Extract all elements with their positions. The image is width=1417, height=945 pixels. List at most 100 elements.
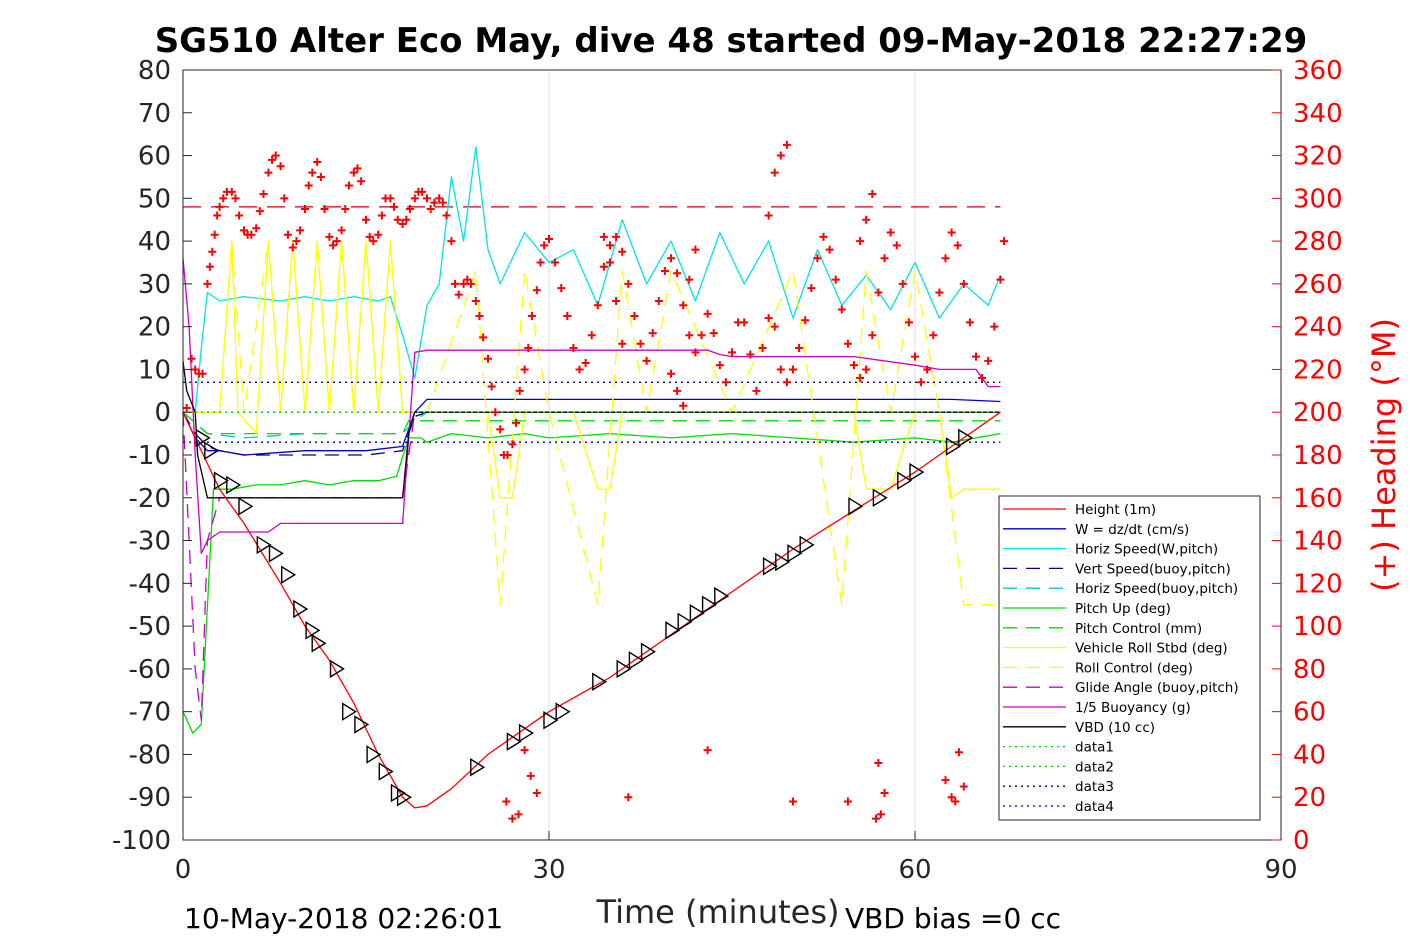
heading-markers: [182, 140, 1009, 823]
y-left-tick-label-13: -50: [129, 612, 171, 642]
vbd-triangle-11: [329, 659, 345, 679]
heading-point-45: [357, 177, 366, 186]
vbd-triangle-22: [555, 702, 571, 721]
y-right-tick-label-4: 280: [1293, 227, 1343, 257]
heading-point-87: [527, 311, 536, 320]
heading-point-95: [569, 344, 578, 353]
heading-point-39: [332, 237, 341, 246]
y-right-tick-label-16: 40: [1293, 740, 1326, 770]
heading-point-21: [259, 190, 268, 199]
vbd-triangle-26: [640, 642, 656, 662]
heading-point-83: [512, 418, 521, 427]
heading-point-25: [276, 162, 285, 171]
vbd-triangle-19: [506, 732, 522, 751]
heading-point-8: [210, 230, 219, 239]
heading-point-86: [524, 344, 533, 353]
heading-point-114: [685, 331, 694, 340]
vbd-triangle-32: [762, 556, 778, 576]
heading-point-107: [642, 356, 651, 365]
x-tick-label-3: 90: [1264, 855, 1297, 885]
heading-point-10: [215, 202, 224, 211]
vbd-triangle-1: [204, 441, 220, 460]
vbd-triangle-18: [470, 758, 486, 777]
legend-label-0: Height (1m): [1075, 502, 1156, 518]
heading-point-108: [648, 329, 657, 338]
heading-point-118: [709, 329, 718, 338]
series-layer: [182, 146, 1002, 809]
heading-point-166: [1000, 237, 1009, 246]
heading-point-105: [630, 311, 639, 320]
heading-point-197: [789, 797, 797, 806]
heading-point-81: [503, 451, 512, 459]
heading-point-185: [947, 793, 956, 802]
heading-point-102: [612, 232, 621, 241]
heading-point-198: [871, 814, 880, 823]
heading-point-75: [479, 333, 488, 342]
heading-point-62: [426, 205, 435, 214]
x-axis-ticks: 0 30 60 90: [175, 831, 1298, 885]
heading-point-116: [697, 331, 706, 340]
vbd-triangle-14: [366, 745, 382, 764]
heading-point-138: [831, 275, 840, 284]
heading-point-60: [418, 187, 427, 196]
heading-point-199: [876, 810, 885, 819]
vbd-triangle-9: [305, 621, 321, 640]
y-left-tick-label-8: 0: [154, 398, 171, 428]
heading-point-99: [593, 301, 602, 310]
heading-point-69: [454, 290, 463, 299]
vbd-triangle-4: [238, 497, 254, 516]
heading-point-134: [807, 284, 816, 293]
heading-point-159: [959, 279, 968, 288]
legend-label-4: Horiz Speed(buoy,pitch): [1075, 581, 1238, 597]
heading-point-175: [691, 245, 700, 254]
y-left-tick-label-1: 70: [138, 99, 171, 129]
vbd-triangle-24: [616, 659, 632, 679]
heading-point-65: [438, 198, 447, 207]
heading-point-169: [612, 297, 621, 305]
y-left-tick-label-5: 30: [138, 270, 171, 300]
heading-point-136: [819, 232, 828, 241]
y-left-tick-label-15: -70: [129, 698, 171, 728]
heading-point-141: [850, 361, 858, 370]
heading-point-63: [430, 198, 439, 207]
heading-point-188: [959, 782, 968, 791]
right-axis-ticks: 3603403203002802602402202001801601401201…: [1272, 56, 1343, 856]
heading-point-85: [520, 365, 529, 374]
series-line-10: [182, 258, 1001, 555]
heading-point-150: [904, 318, 913, 327]
heading-point-68: [451, 279, 460, 288]
heading-point-48: [369, 237, 378, 246]
heading-point-183: [874, 759, 883, 767]
vbd-triangle-31: [714, 586, 730, 606]
vbd-triangle-37: [872, 488, 888, 508]
heading-point-50: [377, 211, 386, 220]
heading-point-115: [691, 348, 700, 357]
y-right-tick-label-9: 180: [1293, 441, 1343, 471]
legend-label-7: Vehicle Roll Stbd (deg): [1075, 641, 1228, 657]
vbd-triangle-30: [701, 595, 717, 614]
vbd-triangle-36: [848, 497, 864, 516]
heading-point-23: [268, 155, 277, 164]
heading-point-164: [990, 322, 999, 331]
heading-point-155: [935, 288, 944, 297]
y-right-tick-label-15: 60: [1293, 698, 1326, 728]
heading-point-13: [227, 187, 236, 196]
heading-point-29: [292, 237, 301, 246]
y-left-tick-label-12: -40: [129, 569, 171, 599]
heading-point-149: [898, 279, 907, 288]
x-axis-label: Time (minutes): [596, 893, 840, 931]
series-line-6: [182, 411, 1001, 435]
vbd-triangle-12: [342, 702, 358, 721]
heading-point-132: [795, 344, 804, 353]
heading-point-178: [776, 151, 785, 160]
heading-point-145: [874, 288, 883, 297]
vbd-triangle-34: [787, 544, 803, 563]
vbd-triangle-29: [689, 604, 705, 623]
heading-point-54: [393, 215, 402, 224]
heading-point-16: [240, 226, 248, 235]
heading-point-70: [459, 279, 468, 288]
heading-point-189: [502, 797, 511, 806]
y-left-tick-label-2: 60: [138, 142, 171, 172]
vbd-triangle-0: [195, 428, 211, 448]
heading-point-181: [862, 215, 871, 224]
